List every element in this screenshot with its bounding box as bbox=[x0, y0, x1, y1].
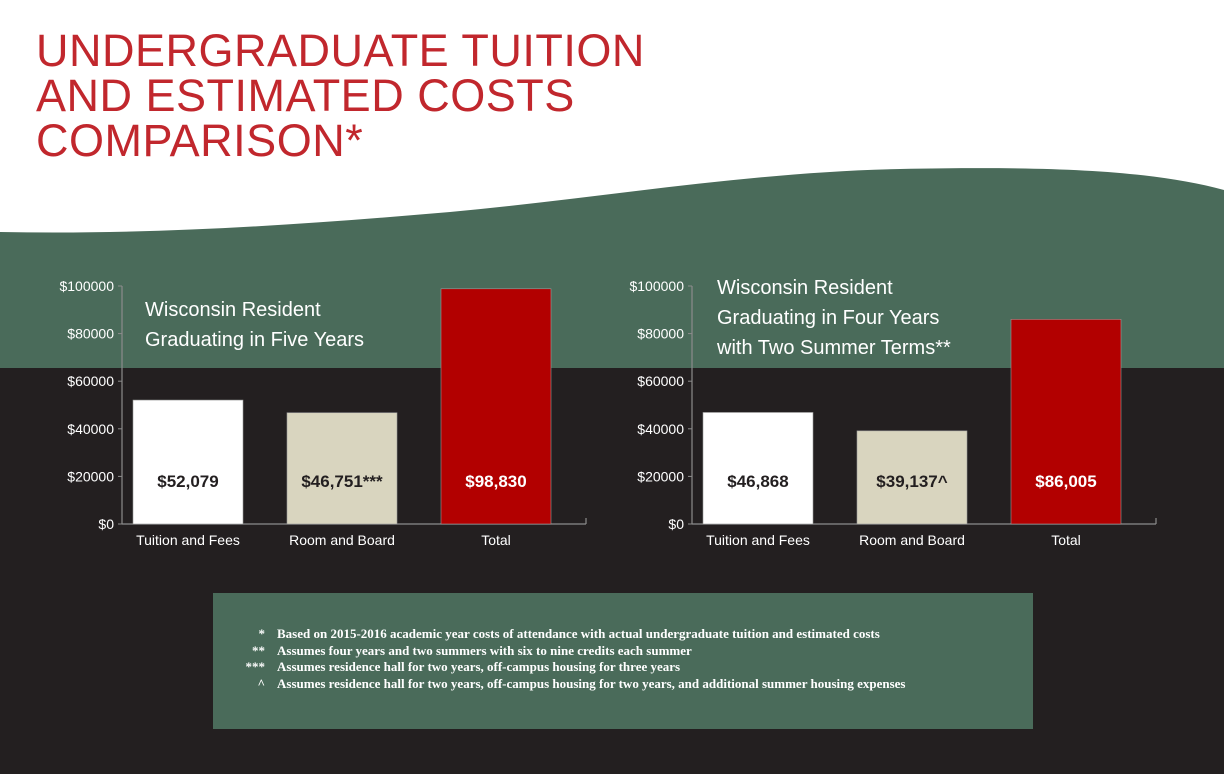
chart-title-line: Wisconsin Resident bbox=[145, 299, 321, 321]
footnote-text: Assumes four years and two summers with … bbox=[277, 642, 692, 658]
x-tick-label: Tuition and Fees bbox=[706, 532, 810, 548]
y-tick-label: $20000 bbox=[637, 468, 684, 484]
x-tick-label: Total bbox=[1051, 532, 1081, 548]
title-line: AND ESTIMATED COSTS bbox=[36, 70, 575, 121]
bar bbox=[132, 399, 244, 525]
footnote-mark: * bbox=[258, 626, 266, 641]
green-wave-band bbox=[0, 168, 1224, 368]
bar bbox=[1010, 319, 1122, 525]
footnote-text: Assumes residence hall for two years, of… bbox=[277, 675, 906, 691]
footnote-row: *** Assumes residence hall for two years… bbox=[213, 659, 1033, 676]
footnote-row: ^ Assumes residence hall for two years, … bbox=[213, 676, 1033, 693]
bar-value-label: $98,830 bbox=[465, 472, 526, 491]
x-tick-label: Tuition and Fees bbox=[136, 532, 240, 548]
x-tick-label: Total bbox=[481, 532, 511, 548]
footnotes-box: * Based on 2015-2016 academic year costs… bbox=[213, 593, 1033, 729]
y-tick-label: $20000 bbox=[67, 468, 114, 484]
y-tick-label: $80000 bbox=[67, 326, 114, 342]
footnote-mark: ^ bbox=[257, 675, 265, 691]
footnote-text: Based on 2015-2016 academic year costs o… bbox=[277, 626, 880, 641]
bar-value-label: $52,079 bbox=[157, 472, 218, 491]
bar-value-label: $46,751*** bbox=[301, 472, 383, 491]
y-tick-label: $80000 bbox=[637, 326, 684, 342]
four-year-chart: $0 $20000 $40000 $60000 $80000 $100000 $46,868… bbox=[629, 277, 1157, 548]
title-line: COMPARISON* bbox=[36, 115, 364, 166]
bar-value-label: $46,868 bbox=[727, 472, 788, 491]
y-tick-label: $0 bbox=[668, 516, 684, 532]
y-tick-label: $0 bbox=[98, 516, 114, 532]
footnote-row: * Based on 2015-2016 academic year costs… bbox=[213, 626, 1033, 643]
y-tick-label: $60000 bbox=[637, 373, 684, 389]
x-tick-label: Room and Board bbox=[859, 532, 965, 548]
bar bbox=[440, 288, 552, 525]
title-line: UNDERGRADUATE TUITION bbox=[36, 25, 645, 76]
chart-title-line: Graduating in Five Years bbox=[145, 329, 364, 351]
bar bbox=[856, 430, 968, 525]
footnote-mark: ** bbox=[252, 642, 265, 658]
chart-title-line: Wisconsin Resident bbox=[717, 277, 893, 299]
y-tick-label: $40000 bbox=[637, 421, 684, 437]
bar-value-label: $86,005 bbox=[1035, 472, 1096, 491]
y-tick-label: $40000 bbox=[67, 421, 114, 437]
y-tick-label: $100000 bbox=[59, 278, 114, 294]
bar bbox=[702, 412, 814, 525]
bar-value-label: $39,137^ bbox=[876, 472, 947, 491]
x-tick-label: Room and Board bbox=[289, 532, 395, 548]
footnote-mark: *** bbox=[245, 659, 266, 674]
footnote-text: Assumes residence hall for two years, of… bbox=[277, 659, 681, 674]
five-year-chart: $0 $20000 $40000 $60000 $80000 $100000 $52,079… bbox=[59, 278, 587, 548]
y-tick-label: $60000 bbox=[67, 373, 114, 389]
page-title: UNDERGRADUATE TUITION AND ESTIMATED COST… bbox=[36, 28, 645, 163]
footnote-row: ** Assumes four years and two summers wi… bbox=[213, 643, 1033, 660]
chart-title-line: with Two Summer Terms** bbox=[716, 337, 951, 359]
y-tick-label: $100000 bbox=[629, 278, 684, 294]
chart-title-line: Graduating in Four Years bbox=[717, 307, 939, 329]
bar bbox=[286, 412, 398, 525]
